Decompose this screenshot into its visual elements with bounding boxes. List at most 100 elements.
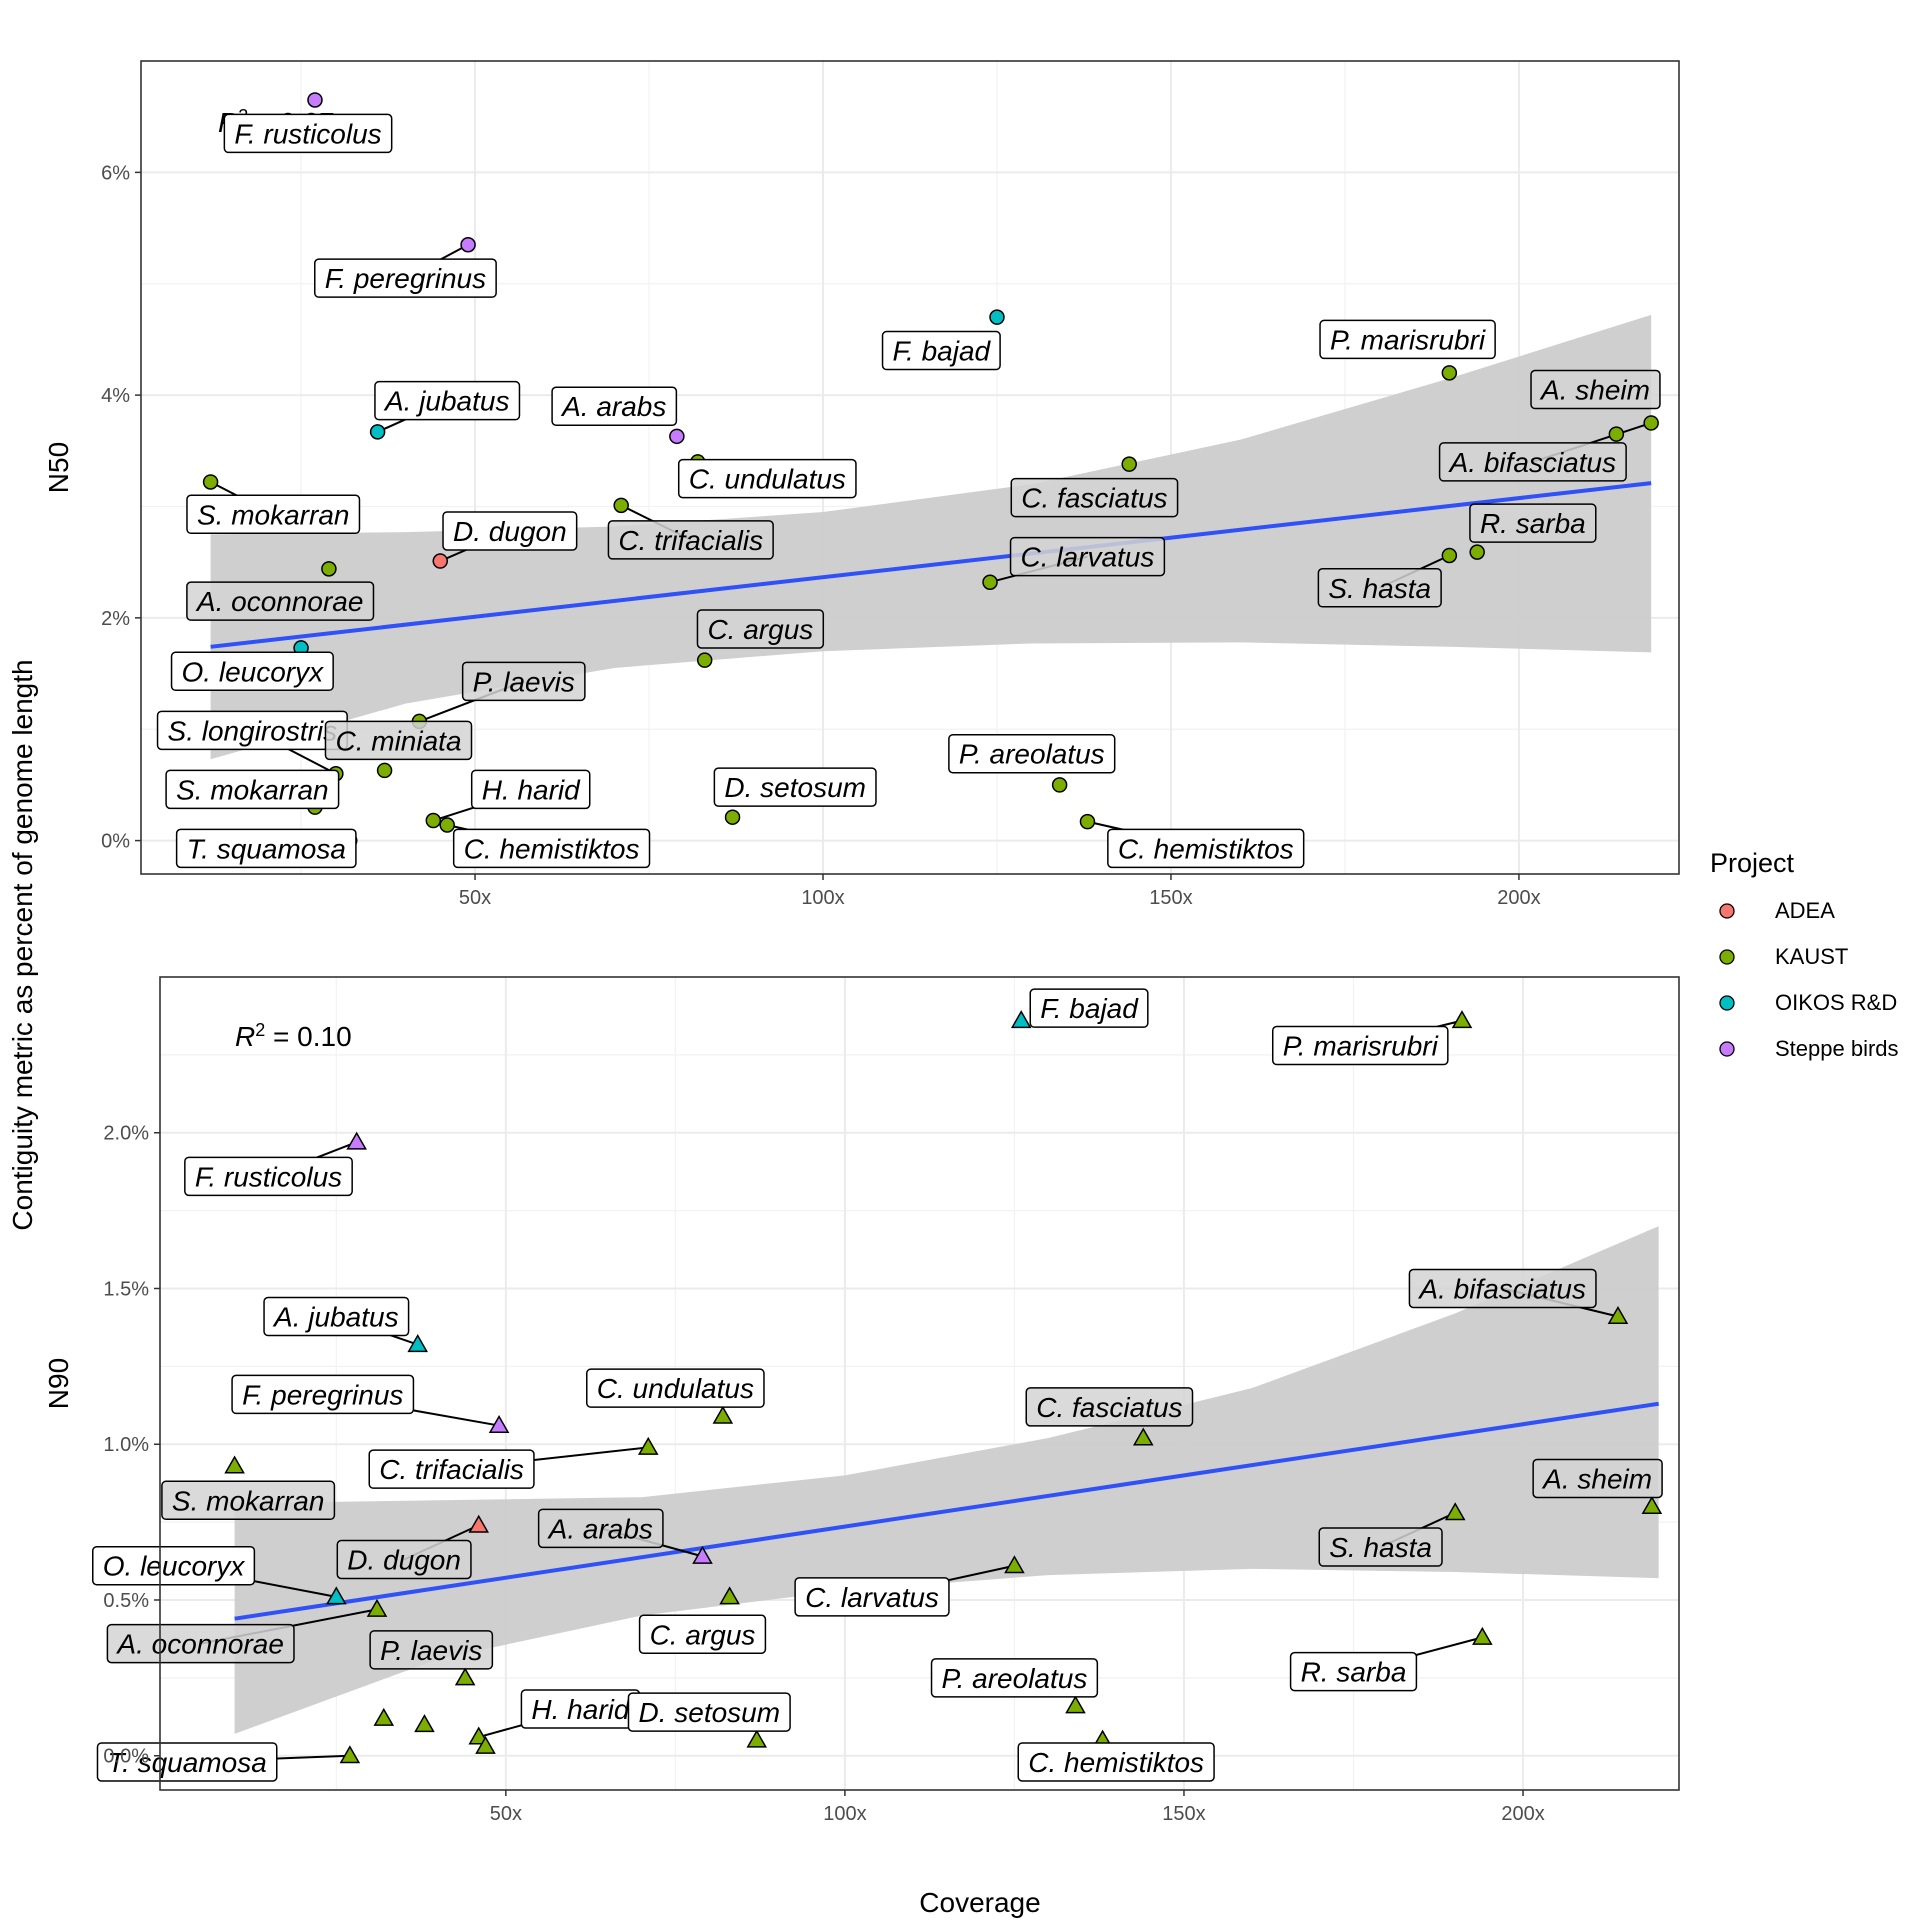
confidence-ribbon [234, 1226, 1659, 1734]
point-label-box [696, 609, 825, 649]
point-label: O. leucoryx [170, 651, 334, 692]
data-point [321, 561, 337, 577]
point-label-text: P. areolatus [959, 739, 1105, 770]
point-label-box [165, 769, 340, 810]
legend-label: KAUST [1775, 944, 1848, 969]
data-point [1051, 777, 1068, 793]
point-label-box [1271, 1025, 1449, 1066]
legend-entry: KAUST [1719, 944, 1848, 969]
point-label: C. larvatus [1009, 536, 1166, 577]
point-label: C. fasciatus [1010, 477, 1179, 518]
data-point [637, 1436, 659, 1455]
point-label: C. hemistiktos [1017, 1742, 1215, 1782]
y-tick-label: 0.5% [103, 1590, 149, 1612]
y-tick-label: 2.0% [103, 1123, 149, 1145]
point-label-text: C. trifacialis [618, 525, 763, 556]
data-point [376, 762, 393, 779]
data-point [373, 1707, 395, 1726]
data-point [1643, 415, 1659, 431]
point-label-box [1289, 1651, 1418, 1692]
point-label: D. setosum [627, 1692, 791, 1732]
point-label-box [186, 494, 361, 535]
point-label-box [106, 1623, 295, 1664]
y-tick-label: 1.0% [103, 1434, 149, 1456]
point-label: A. arabs [551, 386, 678, 426]
y-tick-label: 6% [101, 162, 130, 184]
y-tick-label: 1.5% [103, 1278, 149, 1300]
point-label-box [1530, 369, 1661, 410]
data-point [366, 1598, 388, 1617]
point-label-box [170, 651, 334, 692]
point-label-box [948, 733, 1116, 774]
point-label: H. harid [520, 1689, 641, 1729]
point-label: F. bajad [881, 330, 1001, 371]
x-tick-label: 50x [459, 887, 491, 909]
data-point [460, 237, 476, 253]
point-label-text: P. areolatus [942, 1663, 1088, 1694]
point-label-text: C. larvatus [1021, 542, 1155, 573]
data-point [696, 652, 713, 668]
data-point [1469, 544, 1485, 560]
point-label: C. fasciatus [1025, 1387, 1194, 1427]
point-label-box [1318, 1527, 1443, 1567]
x-axis-title: Coverage [919, 1887, 1040, 1918]
data-point [454, 1667, 476, 1686]
point-label-text: F. peregrinus [242, 1379, 403, 1410]
x-tick-label: 50x [490, 1803, 522, 1825]
data-point [1608, 426, 1625, 442]
point-label-text: C. undulatus [597, 1373, 754, 1404]
point-label-box [1408, 1268, 1597, 1309]
point-label-box [1317, 568, 1442, 608]
point-label-text: S. mokarran [172, 1485, 325, 1516]
point-label-text: O. leucoryx [103, 1551, 246, 1582]
data-point [1441, 547, 1458, 564]
point-label-box [470, 769, 591, 810]
point-label-box [677, 458, 857, 499]
point-label: S. mokarran [165, 769, 340, 810]
point-label-text: C. hemistiktos [464, 833, 640, 864]
point-label: D. setosum [713, 767, 877, 807]
point-label-text: F. peregrinus [325, 263, 486, 294]
point-label-box [161, 1480, 336, 1521]
point-label: P. laevis [369, 1630, 494, 1670]
point-label-text: C. hemistiktos [1118, 833, 1294, 864]
point-label: A. oconnorae [186, 581, 375, 621]
point-label: A. bifasciatus [1438, 442, 1627, 482]
point-label: P. areolatus [948, 733, 1116, 774]
point-label-text: C. undulatus [689, 464, 846, 495]
point-label-text: A. arabs [560, 391, 666, 422]
point-label-text: P. marisrubri [1283, 1031, 1439, 1062]
point-label: D. dugon [336, 1539, 472, 1580]
point-label: F. peregrinus [231, 1374, 415, 1415]
legend-label: OIKOS R&D [1775, 990, 1897, 1015]
point-label-text: C. miniata [335, 725, 461, 756]
x-tick-label: 100x [823, 1803, 866, 1825]
data-point [468, 1726, 490, 1745]
point-label-box [607, 520, 774, 560]
legend-key [1719, 903, 1735, 919]
point-label: D. dugon [442, 511, 578, 551]
data-point [1004, 1555, 1025, 1574]
y-tick-label: 4% [101, 385, 130, 407]
data-point [1641, 1496, 1663, 1515]
point-label-text: S. hasta [1328, 573, 1431, 604]
legend-label: Steppe birds [1775, 1036, 1899, 1061]
point-label: C. trifacialis [368, 1449, 535, 1489]
point-label-box [1025, 1387, 1194, 1427]
x-tick-label: 150x [1149, 887, 1192, 909]
point-label-text: R. sarba [1480, 508, 1586, 539]
point-label: F. rusticolus [223, 113, 393, 154]
point-label-text: A. oconnorae [115, 1629, 284, 1660]
point-label-box [263, 1296, 410, 1337]
point-label-text: H. harid [482, 774, 581, 805]
point-label: A. jubatus [263, 1296, 410, 1337]
panel-border [140, 60, 1680, 875]
point-label-box [92, 1545, 256, 1586]
legend-entry: Steppe birds [1719, 1036, 1899, 1061]
point-label-text: C. hemistiktos [1028, 1747, 1204, 1778]
data-point [989, 309, 1005, 325]
legend-key [1719, 1041, 1735, 1057]
y-tick-label: 0.0% [103, 1746, 149, 1768]
point-label-box [175, 828, 357, 869]
